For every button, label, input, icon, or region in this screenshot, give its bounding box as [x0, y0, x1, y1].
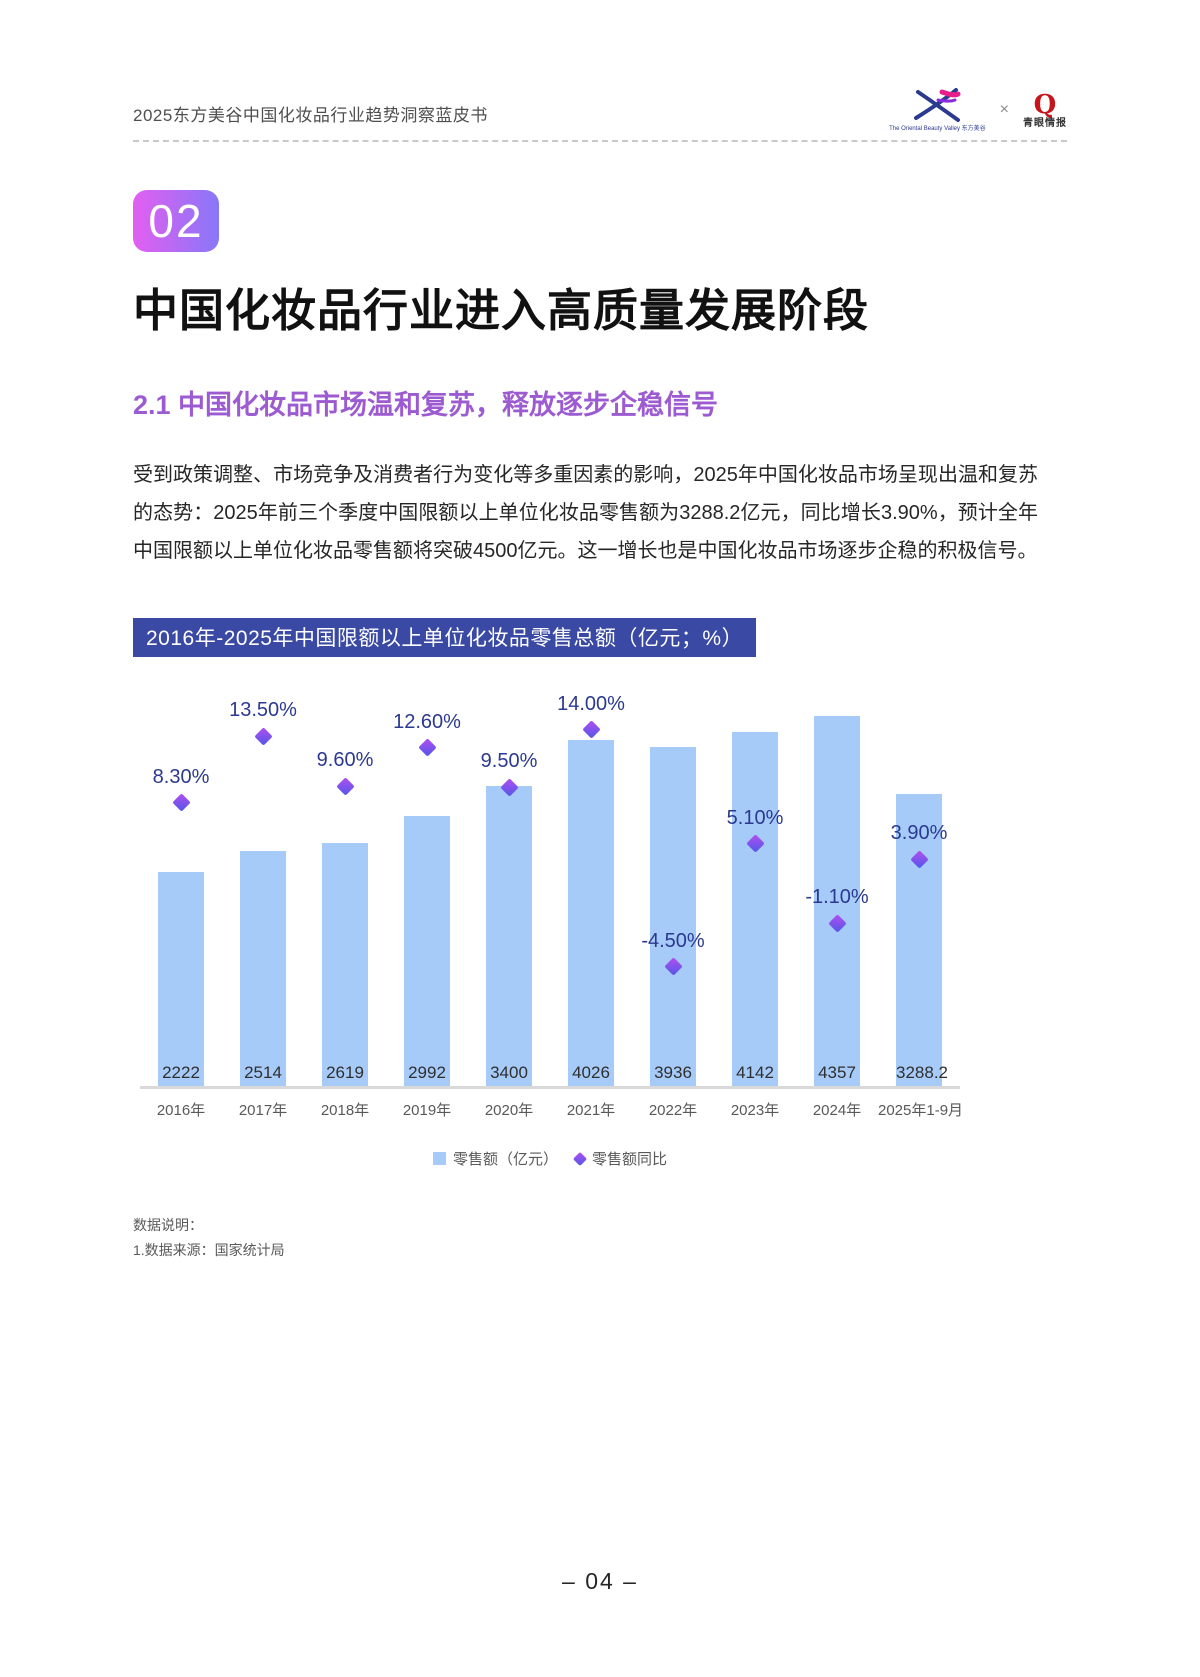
body-paragraph: 受到政策调整、市场竞争及消费者行为变化等多重因素的影响，2025年中国化妆品市场…	[133, 464, 1038, 562]
obv-logo-icon	[914, 88, 961, 122]
x-axis-label: 2025年1-9月	[878, 1102, 964, 1119]
bar-2018年: 2619	[322, 842, 368, 1086]
x-axis-label: 2021年	[566, 1102, 616, 1119]
bar-value-label: 3936	[654, 1063, 692, 1082]
growth-marker-icon	[253, 726, 273, 746]
chart-legend: 零售额（亿元） 零售额同比	[140, 1148, 960, 1169]
growth-value-label: 5.10%	[726, 806, 784, 829]
bar-value-label: 2514	[244, 1063, 282, 1082]
bar-value-label: 4026	[572, 1063, 610, 1082]
section-number-badge: 02	[133, 190, 219, 252]
chart-column: 3936 -4.50%	[632, 679, 714, 1086]
growth-value-label: 12.60%	[393, 710, 461, 733]
growth-value-label: 14.00%	[557, 692, 625, 715]
chart-column: 2514 13.50%	[222, 679, 304, 1086]
growth-value-label: 13.50%	[229, 699, 297, 722]
obv-logo-caption: The Oriental Beauty Valley 东方美谷	[889, 126, 986, 132]
x-axis-label: 2022年	[648, 1102, 698, 1119]
growth-value-label: -4.50%	[641, 929, 705, 952]
bar-2017年: 2514	[240, 850, 286, 1086]
chart-plot-area: 2222 8.30% 2514 13.50% 2619 9.60% 2992 12.60% 34…	[140, 679, 960, 1089]
bar-value-label: 2992	[408, 1063, 446, 1082]
bar-2023年: 4142	[732, 731, 778, 1086]
bar-2020年: 3400	[486, 785, 532, 1086]
chart-title: 2016年-2025年中国限额以上单位化妆品零售总额（亿元；%）	[133, 618, 757, 657]
section-title: 中国化妆品行业进入高质量发展阶段	[133, 285, 870, 336]
bar-value-label: 4142	[736, 1063, 774, 1082]
chart-x-axis: 2016年 2017年 2018年 2019年 2020年 2021年 2022年 2023年…	[140, 1099, 964, 1120]
header-divider	[133, 140, 1067, 142]
logo-multiply-separator: ×	[999, 101, 1009, 118]
header-logos: The Oriental Beauty Valley 东方美谷 × Q 青眼情报	[889, 88, 1067, 134]
chart-notes: 数据说明： 1.数据来源：国家统计局	[133, 1213, 1067, 1263]
chart-column: 2992 12.60%	[386, 679, 468, 1086]
chart-column: 3288.2 3.90%	[878, 679, 960, 1086]
bar-value-label: 4357	[818, 1063, 856, 1082]
page-footer: – 04 –	[0, 1568, 1200, 1595]
x-axis-label: 2016年	[156, 1102, 206, 1119]
legend-marker-label: 零售额同比	[592, 1151, 668, 1168]
legend-bar-label: 零售额（亿元）	[452, 1151, 558, 1168]
chart-column: 2619 9.60%	[304, 679, 386, 1086]
bar-2025年1-9月: 3288.2	[896, 794, 948, 1086]
x-axis-label: 2018年	[320, 1102, 370, 1119]
qingyan-logo-caption: 青眼情报	[1023, 117, 1067, 129]
bar-value-label: 3400	[490, 1063, 528, 1082]
bar-2022年: 3936	[650, 746, 696, 1086]
growth-value-label: 9.50%	[480, 750, 538, 773]
growth-value-label: 3.90%	[890, 822, 948, 845]
bar-value-label: 3288.2	[896, 1063, 948, 1082]
growth-marker-icon	[171, 793, 191, 812]
legend-bar-swatch-icon	[432, 1152, 446, 1165]
chart-column: 4357 -1.10%	[796, 679, 878, 1086]
qingyan-q-icon: Q	[1033, 89, 1057, 120]
retail-sales-chart: 2222 8.30% 2514 13.50% 2619 9.60% 2992 12.60% 34…	[140, 679, 964, 1169]
chart-column: 4026 14.00%	[550, 679, 632, 1086]
growth-value-label: 8.30%	[152, 765, 210, 788]
bar-2021年: 4026	[568, 740, 614, 1086]
header-title: 2025东方美谷中国化妆品行业趋势洞察蓝皮书	[133, 106, 488, 125]
growth-marker-icon	[417, 738, 437, 757]
oriental-beauty-valley-logo: The Oriental Beauty Valley 东方美谷	[889, 88, 986, 132]
growth-marker-icon	[335, 776, 355, 796]
bar-2016年: 2222	[158, 871, 204, 1086]
x-axis-label: 2017年	[238, 1102, 288, 1119]
x-axis-label: 2024年	[812, 1102, 862, 1119]
subsection-title: 2.1 中国化妆品市场温和复苏，释放逐步企稳信号	[133, 390, 719, 420]
bar-value-label: 2222	[162, 1063, 200, 1082]
notes-source: 1.数据来源：国家统计局	[133, 1242, 285, 1258]
bar-2019年: 2992	[404, 815, 450, 1086]
growth-value-label: 9.60%	[316, 749, 374, 772]
growth-value-label: -1.10%	[805, 886, 869, 909]
bar-2024年: 4357	[814, 715, 860, 1086]
chart-column: 3400 9.50%	[468, 679, 550, 1086]
x-axis-label: 2020年	[484, 1102, 534, 1119]
chart-column: 4142 5.10%	[714, 679, 796, 1086]
qingyan-logo: Q 青眼情报	[1023, 92, 1067, 129]
legend-diamond-swatch-icon	[572, 1151, 588, 1166]
x-axis-label: 2023年	[730, 1102, 780, 1119]
page-header: 2025东方美谷中国化妆品行业趋势洞察蓝皮书 The Oriental Beau…	[133, 0, 1067, 134]
page-number: – 04 –	[562, 1568, 638, 1594]
notes-label: 数据说明：	[133, 1217, 203, 1233]
chart-column: 2222 8.30%	[140, 679, 222, 1086]
growth-marker-icon	[581, 720, 601, 739]
x-axis-label: 2019年	[402, 1102, 452, 1119]
bar-value-label: 2619	[326, 1063, 364, 1082]
